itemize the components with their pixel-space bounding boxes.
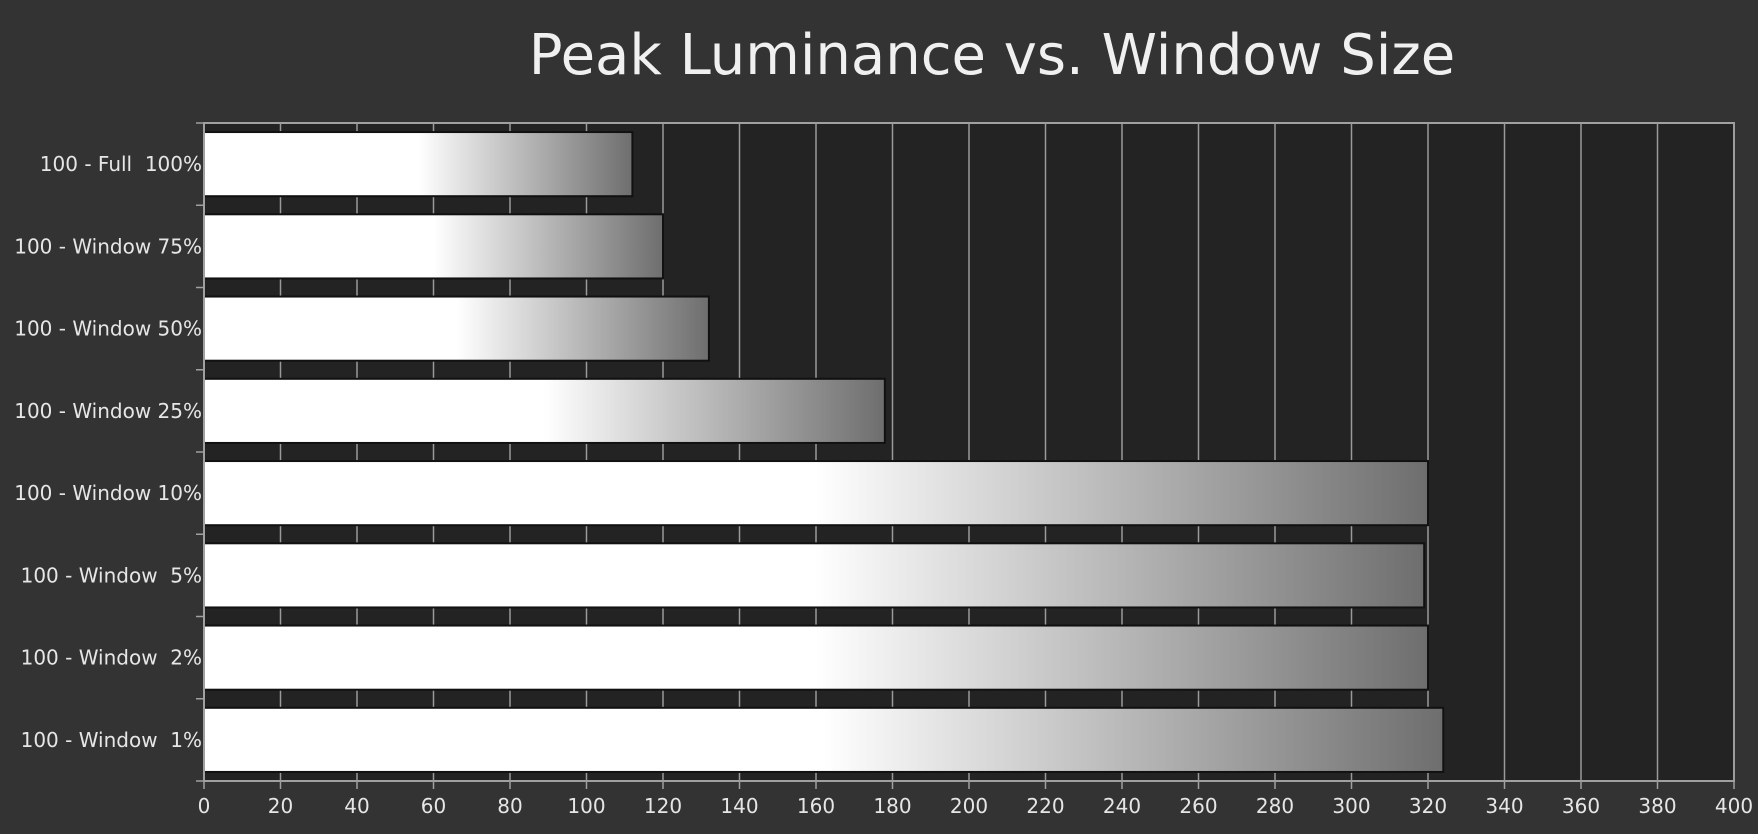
category-label-7: 100 - Window 1% <box>21 728 202 752</box>
category-label-4: 100 - Window 10% <box>14 481 202 505</box>
x-tick-label-40: 40 <box>344 794 369 818</box>
x-tick-label-400: 400 <box>1715 794 1753 818</box>
x-tick-label-380: 380 <box>1638 794 1676 818</box>
category-label-6: 100 - Window 2% <box>21 646 202 670</box>
x-tick-label-20: 20 <box>268 794 293 818</box>
x-tick-label-80: 80 <box>497 794 522 818</box>
x-tick-label-100: 100 <box>567 794 605 818</box>
x-tick-label-260: 260 <box>1179 794 1217 818</box>
x-tick-label-0: 0 <box>198 794 211 818</box>
bar-5 <box>203 542 1426 609</box>
x-tick-label-300: 300 <box>1332 794 1370 818</box>
x-tick-label-160: 160 <box>797 794 835 818</box>
x-tick-label-180: 180 <box>873 794 911 818</box>
category-label-5: 100 - Window 5% <box>21 563 202 587</box>
bars <box>203 131 1445 773</box>
x-tick-label-140: 140 <box>720 794 758 818</box>
x-tick-label-340: 340 <box>1485 794 1523 818</box>
category-label-1: 100 - Window 75% <box>14 234 202 258</box>
x-tick-label-200: 200 <box>950 794 988 818</box>
bar-4 <box>203 460 1429 527</box>
x-tick-label-120: 120 <box>644 794 682 818</box>
x-tick-label-220: 220 <box>1026 794 1064 818</box>
category-label-2: 100 - Window 50% <box>14 317 202 341</box>
x-tick-label-320: 320 <box>1409 794 1447 818</box>
bar-3 <box>203 377 886 444</box>
bar-2 <box>203 295 710 362</box>
chart-title: Peak Luminance vs. Window Size <box>529 23 1455 88</box>
bar-7 <box>203 706 1445 773</box>
x-tick-label-360: 360 <box>1562 794 1600 818</box>
category-label-3: 100 - Window 25% <box>14 399 202 423</box>
x-tick-label-240: 240 <box>1103 794 1141 818</box>
bar-6 <box>203 624 1429 691</box>
bar-0 <box>203 131 634 198</box>
x-tick-label-60: 60 <box>421 794 446 818</box>
axes <box>196 122 1735 789</box>
labels: 0 20 40 60 80 100 120 140 160 180 200 220 240 260 280 3… <box>14 152 1753 818</box>
x-tick-label-280: 280 <box>1256 794 1294 818</box>
category-label-0: 100 - Full 100% <box>40 152 202 176</box>
bar-1 <box>203 213 664 280</box>
